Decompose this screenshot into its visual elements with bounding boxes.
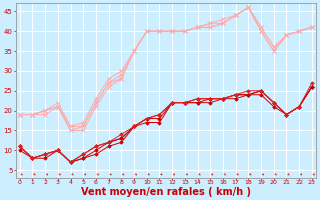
X-axis label: Vent moyen/en rafales ( km/h ): Vent moyen/en rafales ( km/h ): [81, 187, 251, 197]
